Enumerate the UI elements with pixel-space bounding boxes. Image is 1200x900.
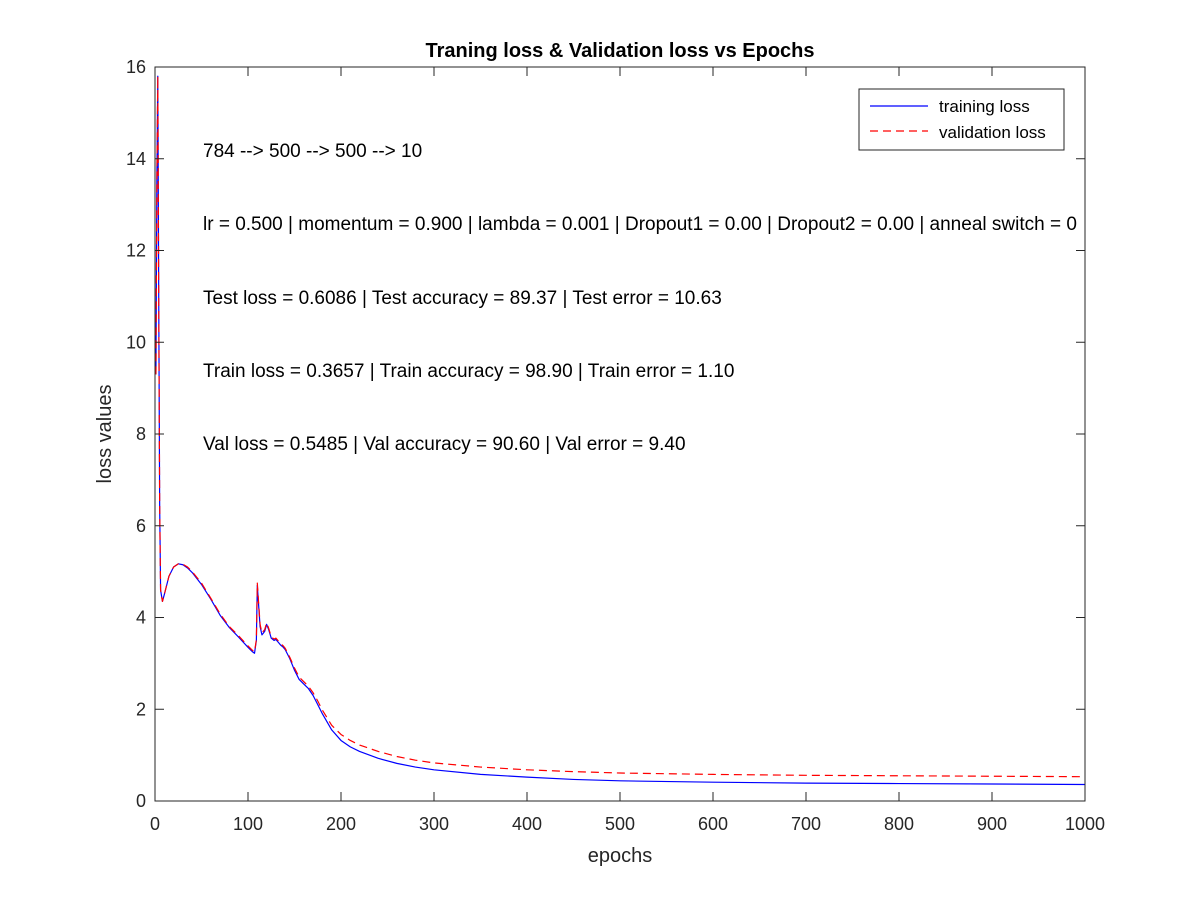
legend: training loss validation loss (858, 88, 1065, 151)
y-tick-label: 0 (136, 791, 146, 811)
y-tick-label: 4 (136, 608, 146, 628)
x-tick-label: 700 (791, 814, 821, 834)
annotation-val-metrics: Val loss = 0.5485 | Val accuracy = 90.60… (203, 434, 686, 455)
annotation-hyperparameters: lr = 0.500 | momentum = 0.900 | lambda =… (203, 214, 1077, 235)
series-line-training-loss (155, 75, 1086, 786)
x-tick-label: 300 (419, 814, 449, 834)
legend-label-validation: validation loss (939, 123, 1046, 142)
annotation-test-metrics: Test loss = 0.6086 | Test accuracy = 89.… (203, 288, 722, 309)
x-axis-label: epochs (588, 845, 653, 867)
annotation-train-metrics: Train loss = 0.3657 | Train accuracy = 9… (203, 361, 734, 382)
annotation-architecture: 784 --> 500 --> 500 --> 10 (203, 141, 422, 162)
chart-title: Traning loss & Validation loss vs Epochs (426, 40, 815, 62)
legend-box (858, 88, 1065, 151)
x-tick-label: 600 (698, 814, 728, 834)
x-tick-label: 200 (326, 814, 356, 834)
y-tick-label: 8 (136, 424, 146, 444)
y-tick-label: 10 (126, 332, 146, 352)
x-tick-label: 0 (150, 814, 160, 834)
axes-background (155, 67, 1085, 801)
y-tick-label: 16 (126, 57, 146, 77)
series-layer (155, 75, 1086, 786)
x-tick-label: 400 (512, 814, 542, 834)
x-tick-label: 1000 (1065, 814, 1105, 834)
x-tick-label: 500 (605, 814, 635, 834)
y-tick-label: 12 (126, 241, 146, 261)
plot-area: 0 100 200 300 400 500 600 700 800 900 1000 0 2 4 6 8 10 1… (126, 57, 1105, 834)
legend-label-training: training loss (939, 97, 1030, 116)
y-axis-label: loss values (94, 385, 116, 484)
x-tick-label: 800 (884, 814, 914, 834)
annotations: 784 --> 500 --> 500 --> 10 lr = 0.500 | … (203, 141, 1077, 455)
x-tick-label: 100 (233, 814, 263, 834)
series-line-validation-loss (155, 75, 1086, 778)
ticks-layer: 0 100 200 300 400 500 600 700 800 900 1000 0 2 4 6 8 10 1… (126, 57, 1105, 834)
y-tick-label: 2 (136, 699, 146, 719)
y-tick-label: 14 (126, 149, 146, 169)
y-tick-label: 6 (136, 516, 146, 536)
x-tick-label: 900 (977, 814, 1007, 834)
